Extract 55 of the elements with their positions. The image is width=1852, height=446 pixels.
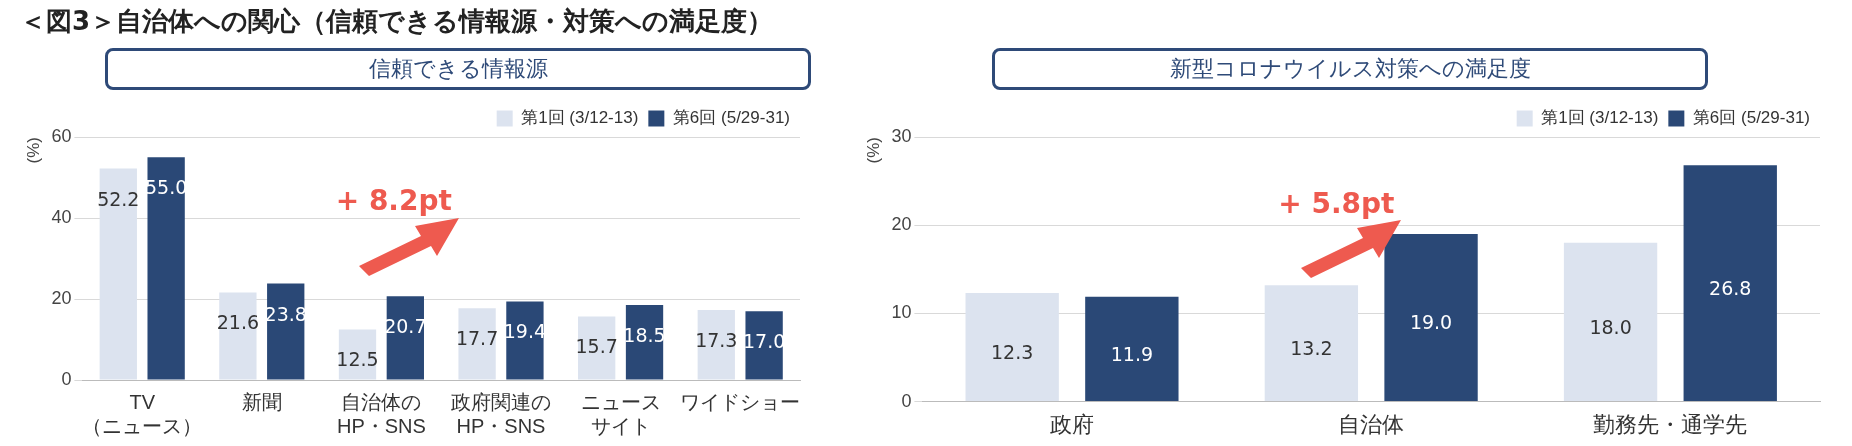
x-tick-label: 自治体のHP・SNS	[336, 390, 426, 437]
data-label: 18.0	[1589, 315, 1632, 338]
data-label: 21.6	[216, 311, 260, 334]
data-label: 17.7	[455, 327, 499, 350]
data-label: 19.0	[1409, 311, 1453, 334]
x-tick-label: 勤務先・通学先	[1593, 411, 1748, 437]
bar	[458, 308, 496, 380]
bar	[578, 316, 616, 380]
x-tick-label: ニュースサイト	[580, 390, 661, 437]
bar	[147, 157, 185, 380]
x-tick-label: TV（ニュース）	[82, 390, 203, 437]
data-label: 11.9	[1110, 342, 1154, 365]
y-tick-label: 0	[901, 390, 912, 411]
bar	[745, 311, 783, 380]
bar	[1384, 234, 1478, 402]
x-tick-label: 政府関連のHP・SNS	[451, 390, 552, 437]
x-tick-label: 自治体	[1338, 411, 1405, 437]
legend-label: 第1回 (3/12-13)	[1541, 108, 1659, 128]
data-label: 26.8	[1709, 277, 1752, 300]
x-tick-label: 新聞	[241, 390, 282, 413]
legend-label: 第1回 (3/12-13)	[521, 108, 639, 128]
bar	[219, 292, 257, 380]
data-label: 17.3	[695, 328, 738, 351]
bar	[1683, 165, 1777, 402]
bar	[1085, 296, 1179, 402]
bar	[99, 168, 137, 380]
chart-title: 新型コロナウイルス対策への満足度	[992, 48, 1708, 90]
y-tick-label: 20	[891, 214, 912, 235]
bar	[697, 309, 735, 380]
data-label: 15.7	[575, 335, 618, 358]
bar	[1264, 285, 1359, 402]
y-tick-label: 30	[891, 125, 912, 146]
annotation: + 5.8pt	[1278, 186, 1395, 220]
y-axis-title: (%)	[863, 137, 883, 164]
bar	[1563, 242, 1658, 402]
bar	[506, 301, 544, 380]
y-tick-label: 40	[51, 206, 72, 227]
data-label: 52.2	[97, 187, 140, 210]
y-tick-label: 10	[891, 302, 912, 323]
legend-label: 第6回 (5/29-31)	[1692, 108, 1811, 128]
legend-label: 第6回 (5/29-31)	[672, 108, 791, 128]
chart-subtitle: 信頼できる情報源	[105, 48, 811, 90]
y-tick-label: 60	[51, 125, 72, 146]
x-tick-label: 政府	[1050, 411, 1095, 437]
data-label: 12.3	[991, 341, 1034, 364]
y-tick-label: 20	[51, 287, 72, 308]
y-tick-label: 0	[61, 368, 72, 389]
data-label: 13.2	[1290, 337, 1333, 360]
data-label: 12.5	[336, 348, 379, 371]
annotation: + 8.2pt	[335, 183, 452, 217]
x-tick-label: ワイドショー	[680, 390, 801, 413]
bar	[965, 293, 1059, 402]
y-axis-title: (%)	[23, 137, 43, 164]
data-label: 19.4	[503, 320, 547, 343]
chart-title: ＜図3＞自治体への関心（信頼できる情報源・対策への満足度）	[20, 5, 774, 38]
